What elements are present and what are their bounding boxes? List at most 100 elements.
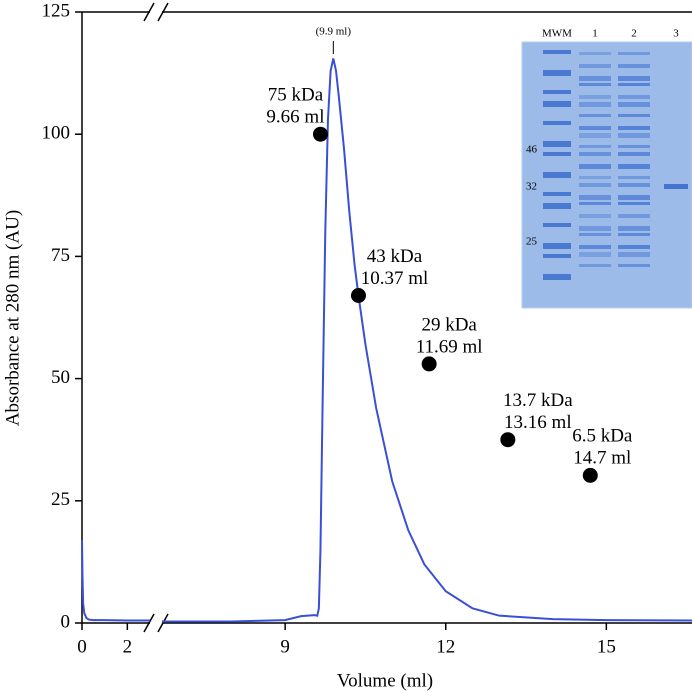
gel-band (618, 145, 650, 148)
gel-band (618, 226, 650, 231)
gel-band (579, 164, 611, 169)
gel-band (579, 133, 611, 138)
gel-band (543, 121, 571, 125)
gel-band (618, 133, 650, 138)
gel-band (579, 233, 611, 236)
gel-band (618, 95, 650, 99)
axis-break (157, 613, 169, 633)
lane-label: MWM (542, 28, 572, 40)
gel-band (579, 83, 611, 86)
gel-band (618, 252, 650, 257)
gel-band (618, 164, 650, 169)
peak-annotation: (9.9 ml) (316, 26, 352, 38)
x-tick-label: 0 (77, 636, 87, 657)
x-tick-label: 15 (597, 636, 616, 657)
gel-band (618, 195, 650, 200)
gel-band (579, 64, 611, 68)
axis-break (157, 2, 169, 22)
gel-band (579, 183, 611, 187)
standard-label: 43 kDa (367, 246, 423, 267)
chromatogram-line (162, 58, 692, 623)
gel-band (579, 52, 611, 55)
gel-band (579, 114, 611, 117)
x-tick-label: 12 (436, 636, 455, 657)
gel-band (543, 101, 571, 107)
gel-band (618, 183, 650, 187)
gel-border (521, 41, 692, 309)
standard-point (312, 126, 328, 142)
standard-label: 29 kDa (421, 314, 477, 335)
gel-band (543, 274, 571, 280)
gel-band (543, 172, 571, 178)
gel-band (579, 126, 611, 130)
gel-band (618, 245, 650, 249)
gel-band (618, 176, 650, 179)
gel-band (618, 114, 650, 117)
gel-band (543, 192, 571, 196)
standard-label: 11.69 ml (416, 336, 483, 357)
y-tick-label: 75 (51, 245, 70, 266)
gel-band (543, 141, 571, 147)
axis-break (143, 613, 155, 633)
x-tick-label: 2 (123, 636, 133, 657)
standard-label: 13.16 ml (504, 412, 572, 433)
lane-label: 3 (673, 28, 679, 40)
standard-label: 10.37 ml (361, 268, 429, 289)
y-axis-label: Absorbance at 280 nm (AU) (2, 210, 23, 426)
gel-band (579, 145, 611, 148)
standard-point (500, 432, 516, 448)
gel-band (579, 245, 611, 249)
gel-band (579, 264, 611, 267)
standard-label: 6.5 kDa (572, 426, 633, 447)
marker-label: 46 (526, 144, 538, 156)
chromatogram-line (81, 539, 150, 622)
marker-label: 25 (526, 236, 538, 248)
gel-band (579, 226, 611, 231)
gel-band (543, 243, 571, 249)
y-tick-label: 0 (61, 611, 71, 632)
gel-inset: MWM 1 2 3 46 32 25 (521, 28, 692, 309)
lane-label: 1 (592, 28, 598, 40)
axis-break (143, 2, 155, 22)
gel-band (543, 203, 571, 209)
gel-band (543, 50, 571, 54)
gel-band (618, 233, 650, 236)
gel-band (579, 76, 611, 81)
gel-band (618, 126, 650, 130)
gel-band (618, 152, 650, 156)
gel-band (579, 195, 611, 200)
gel-band (543, 223, 571, 227)
gel-band (618, 202, 650, 205)
gel-band (664, 184, 688, 189)
y-tick-label: 100 (42, 123, 71, 144)
standard-point (582, 467, 598, 483)
x-tick-label: 9 (280, 636, 290, 657)
gel-band (579, 95, 611, 99)
marker-label: 32 (526, 181, 537, 193)
y-tick-label: 125 (42, 0, 71, 21)
gel-band (618, 102, 650, 107)
gel-band (543, 254, 571, 258)
lane-label: 2 (631, 28, 637, 40)
gel-band (618, 64, 650, 68)
standard-point (350, 288, 366, 304)
standard-label: 75 kDa (268, 85, 324, 106)
gel-band (579, 176, 611, 179)
standard-label: 13.7 kDa (503, 390, 573, 411)
gel-band (579, 214, 611, 218)
gel-band (579, 202, 611, 205)
gel-band (579, 102, 611, 107)
gel-band (579, 152, 611, 156)
x-axis-label: Volume (ml) (337, 670, 433, 691)
gel-band (618, 76, 650, 81)
y-tick-label: 50 (51, 367, 70, 388)
gel-band (618, 83, 650, 86)
gel-band (579, 252, 611, 257)
gel-band (543, 70, 571, 76)
gel-band (618, 52, 650, 55)
gel-band (618, 264, 650, 267)
standard-label: 9.66 ml (266, 107, 324, 128)
gel-band (618, 214, 650, 218)
